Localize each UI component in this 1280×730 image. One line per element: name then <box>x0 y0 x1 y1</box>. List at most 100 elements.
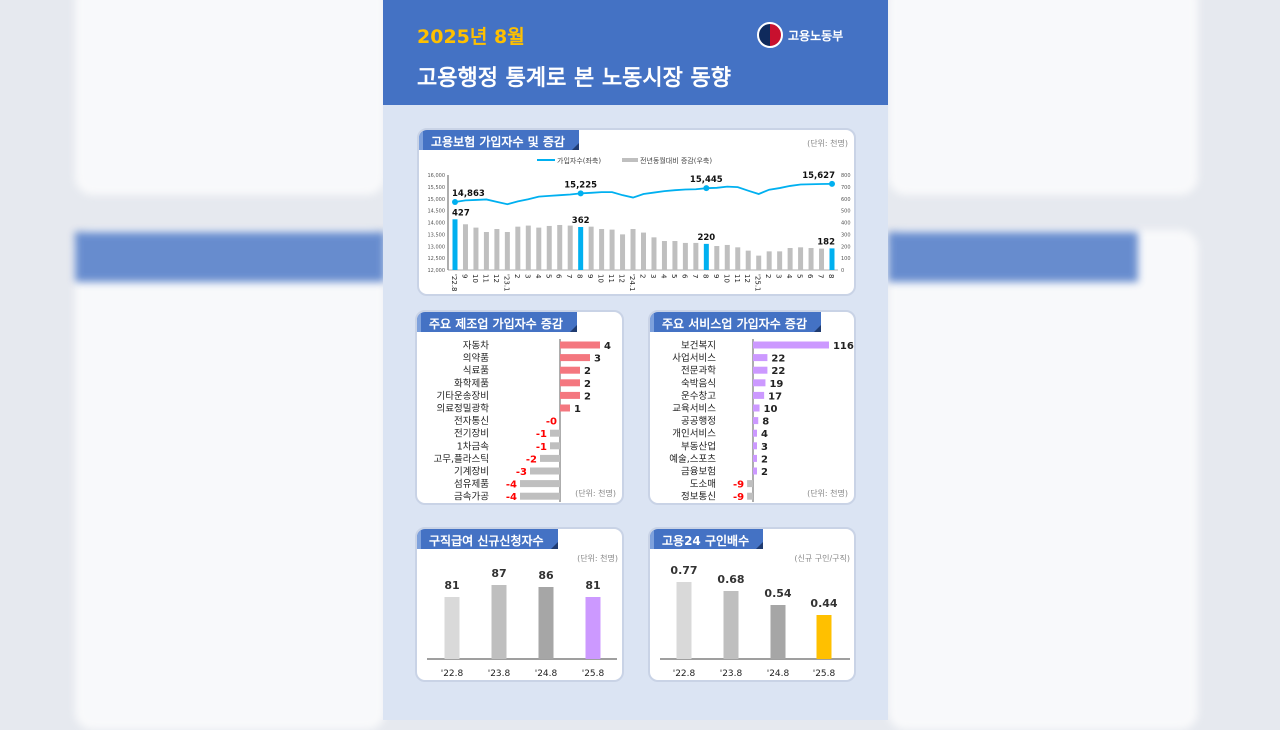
background-blur <box>888 0 1198 195</box>
category-label: 예술,스포츠 <box>669 454 716 465</box>
bar <box>540 454 560 462</box>
bar <box>747 480 753 488</box>
bar <box>816 615 832 659</box>
x-tick: 4 <box>534 274 542 279</box>
background-blur <box>888 230 1198 730</box>
unit-label: (단위: 천명) <box>575 489 616 498</box>
x-tick: 4 <box>659 274 667 279</box>
legend-line-label: 가입자수(좌축) <box>557 156 601 165</box>
x-tick: 3 <box>523 274 531 278</box>
value-label: 2 <box>584 379 591 390</box>
y-left-tick: 16,000 <box>428 173 446 179</box>
panel-title: 고용24 구인배수 <box>650 529 764 549</box>
x-tick: 6 <box>555 274 563 279</box>
category-label: 보건복지 <box>681 341 716 352</box>
bar <box>766 251 772 270</box>
infographic: 2025년 8월 고용행정 통계로 본 노동시장 동향 고용노동부 고용보험 가… <box>383 0 888 720</box>
bar-data-label: 362 <box>572 216 590 226</box>
category-label: 운수창고 <box>681 391 716 402</box>
panel-title: 구직급여 신규신청자수 <box>417 529 558 549</box>
y-left-tick: 13,000 <box>428 244 446 250</box>
category-label: 전문과학 <box>681 366 716 377</box>
bar <box>560 366 580 374</box>
header: 2025년 8월 고용행정 통계로 본 노동시장 동향 고용노동부 <box>383 0 888 105</box>
value-label: -3 <box>516 467 527 478</box>
bar <box>745 250 751 270</box>
bar <box>491 585 507 659</box>
bar <box>753 391 765 399</box>
bar <box>578 227 584 270</box>
bar <box>525 225 531 270</box>
bar <box>753 454 757 462</box>
unit-label: (단위: 천명) <box>807 139 848 148</box>
line-point <box>452 199 458 206</box>
x-tick: 12 <box>492 274 500 283</box>
value-label: 4 <box>761 429 768 440</box>
x-tick: '25.8 <box>582 669 605 679</box>
background-blur <box>888 232 1138 282</box>
line-data-label: 15,627 <box>802 171 835 181</box>
value-label: -4 <box>506 480 517 491</box>
bar <box>620 234 626 270</box>
bar <box>747 492 753 500</box>
y-right-tick: 700 <box>841 185 851 191</box>
x-tick: 10 <box>471 274 479 283</box>
value-label: 22 <box>771 366 785 377</box>
bar <box>483 232 489 270</box>
x-tick: '24.8 <box>535 669 558 679</box>
value-label: 0.44 <box>810 597 837 610</box>
value-label: 1 <box>574 404 581 415</box>
bar <box>444 597 460 659</box>
line-point <box>703 185 710 192</box>
y-right-tick: 600 <box>841 197 851 203</box>
bar <box>798 247 804 270</box>
value-label: 2 <box>761 454 768 465</box>
background-blur <box>75 232 385 282</box>
x-tick: 2 <box>764 274 772 278</box>
value-label: -2 <box>526 454 537 465</box>
x-tick: 7 <box>565 274 573 278</box>
bar <box>504 232 510 270</box>
x-tick: 8 <box>827 274 835 278</box>
bar <box>787 248 793 270</box>
bar <box>599 229 605 270</box>
value-label: 3 <box>761 442 768 453</box>
x-tick: 11 <box>481 274 489 283</box>
x-tick: '22.8 <box>450 274 458 292</box>
category-label: 사업서비스 <box>672 352 716 364</box>
bar <box>753 341 829 349</box>
x-tick: 6 <box>806 274 814 279</box>
bar <box>546 225 552 270</box>
ratio-panel: 고용24 구인배수 (신규 구인/구직) 0.77'22.8 0.68'23.8 0… <box>648 527 856 682</box>
bar <box>676 582 692 659</box>
bar <box>641 232 646 270</box>
y-right-tick: 300 <box>841 232 851 238</box>
bar <box>693 242 699 270</box>
bar <box>520 492 560 500</box>
y-left-tick: 15,000 <box>428 197 446 203</box>
bar <box>672 241 678 270</box>
bar-data-label: 427 <box>452 208 470 218</box>
bar <box>777 251 783 270</box>
x-tick: 9 <box>712 274 720 278</box>
bar <box>703 243 709 270</box>
x-tick: '23.1 <box>502 274 510 292</box>
category-label: 섬유제품 <box>454 479 489 490</box>
bar <box>473 227 479 270</box>
x-tick: 4 <box>785 274 793 279</box>
y-left-tick: 15,500 <box>428 185 446 191</box>
bar <box>770 605 786 659</box>
x-tick: 3 <box>649 274 657 278</box>
bar <box>557 224 563 270</box>
y-left-tick: 14,000 <box>428 221 446 227</box>
x-tick: 12 <box>618 274 626 283</box>
category-label: 기타운송장비 <box>437 391 489 402</box>
x-tick: '22.8 <box>673 669 696 679</box>
bar <box>452 219 458 270</box>
bar <box>819 248 825 270</box>
bar <box>756 255 762 270</box>
ministry-logo: 고용노동부 <box>757 22 843 48</box>
value-label: -9 <box>733 480 744 491</box>
line-point <box>577 190 584 197</box>
y-left-tick: 12,500 <box>428 256 446 262</box>
